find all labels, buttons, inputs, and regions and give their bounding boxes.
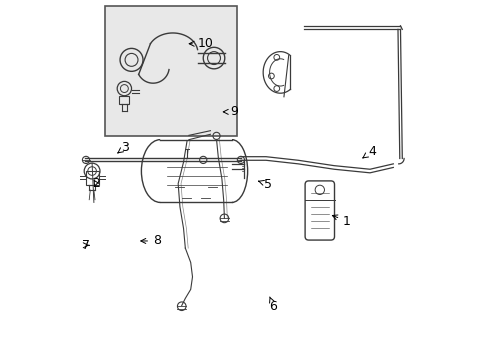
Text: 4: 4	[362, 145, 375, 158]
Text: 1: 1	[332, 215, 350, 228]
Text: 9: 9	[223, 105, 238, 118]
Text: 2: 2	[92, 177, 100, 190]
Bar	[85, 171, 99, 185]
Bar	[119, 96, 129, 104]
Bar	[105, 6, 237, 135]
Text: 10: 10	[189, 37, 213, 50]
Text: 7: 7	[82, 239, 90, 252]
Text: 8: 8	[141, 234, 161, 247]
Text: 5: 5	[258, 178, 272, 191]
Text: 6: 6	[269, 297, 277, 313]
Text: 3: 3	[118, 141, 128, 154]
